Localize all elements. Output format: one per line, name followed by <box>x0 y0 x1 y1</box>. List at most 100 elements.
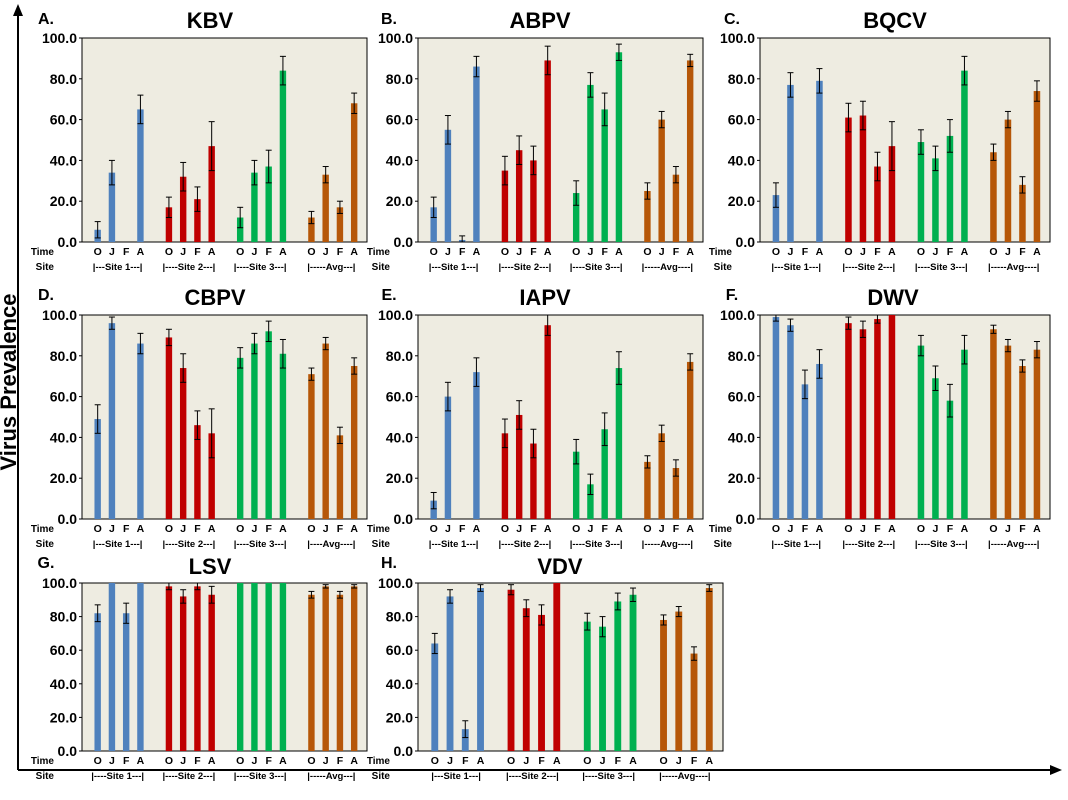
x-tick-label: F <box>459 523 466 535</box>
panel-label: B. <box>381 11 397 28</box>
y-tick-label: 40.0 <box>386 429 413 445</box>
x-tick-label: A <box>279 755 287 767</box>
bar <box>137 343 144 519</box>
row-label-site: Site <box>372 262 391 273</box>
y-tick-label: 60.0 <box>386 389 413 405</box>
bar <box>322 174 329 242</box>
bar <box>601 109 608 243</box>
x-tick-label: J <box>252 523 258 535</box>
x-tick-label: O <box>165 523 173 535</box>
x-tick-label: O <box>165 246 173 258</box>
group-label: |-----Avg---| <box>307 262 355 273</box>
group-label: |----Site 2---| <box>842 539 895 550</box>
x-tick-label: O <box>501 523 509 535</box>
bar <box>587 484 594 519</box>
x-tick-label: J <box>180 246 186 258</box>
group-label: |----Site 2---| <box>498 539 551 550</box>
x-tick-label: O <box>572 246 580 258</box>
bar <box>1004 119 1012 242</box>
plot-area <box>759 314 1051 520</box>
bar <box>705 588 713 751</box>
x-tick-label: J <box>516 523 522 535</box>
y-tick-label: 40.0 <box>386 152 413 168</box>
y-tick-label: 60.0 <box>50 642 77 658</box>
group-label: |----Site 3---| <box>234 262 287 273</box>
x-tick-label: A <box>686 246 694 258</box>
y-tick-label: 80.0 <box>728 348 755 364</box>
bar <box>444 396 452 519</box>
x-tick-label: J <box>252 755 258 767</box>
panel-title: VDV <box>537 554 583 579</box>
bar <box>990 152 997 242</box>
x-tick-label: A <box>888 523 896 535</box>
panel-label: F. <box>726 287 738 304</box>
x-tick-label: O <box>94 523 102 535</box>
bar <box>1033 349 1041 519</box>
group-label: |----Site 2---| <box>162 771 215 782</box>
x-tick-label: A <box>615 523 623 535</box>
x-tick-label: O <box>236 755 244 767</box>
bar <box>629 594 637 751</box>
panel-title: BQCV <box>863 8 927 33</box>
y-tick-label: 20.0 <box>50 193 77 209</box>
x-tick-label: A <box>350 523 358 535</box>
y-tick-label: 40.0 <box>50 429 77 445</box>
panel-label: D. <box>38 287 54 304</box>
bar <box>473 372 480 519</box>
x-tick-label: J <box>516 246 522 258</box>
x-tick-label: O <box>307 523 315 535</box>
bar <box>917 345 925 519</box>
x-tick-label: A <box>544 246 552 258</box>
bar <box>208 594 215 751</box>
x-tick-label: F <box>673 246 680 258</box>
x-tick-label: F <box>194 755 201 767</box>
x-tick-label: A <box>961 246 969 258</box>
bar <box>179 368 187 519</box>
bar <box>816 80 823 242</box>
x-tick-label: J <box>860 246 866 258</box>
group-label: |----Site 3---| <box>915 539 968 550</box>
bar <box>265 331 272 519</box>
x-tick-label: F <box>538 755 545 767</box>
x-tick-label: F <box>615 755 622 767</box>
plot-area <box>81 314 368 520</box>
row-label-time: Time <box>31 524 55 535</box>
bar <box>446 596 454 751</box>
bar <box>614 601 622 751</box>
y-tick-label: 60.0 <box>728 389 755 405</box>
bar <box>137 109 144 243</box>
bar <box>859 115 867 242</box>
x-tick-label: A <box>350 755 358 767</box>
x-tick-label: F <box>265 246 272 258</box>
figure-x-axis-arrow <box>1050 765 1062 775</box>
group-label: |-----Avg---| <box>307 771 355 782</box>
x-tick-label: A <box>279 246 287 258</box>
x-tick-label: F <box>462 755 469 767</box>
plot-area <box>81 37 368 243</box>
x-tick-label: O <box>917 246 925 258</box>
y-tick-label: 40.0 <box>50 152 77 168</box>
group-label: |----Site 3---| <box>570 539 623 550</box>
bar <box>308 594 315 751</box>
bar <box>961 349 968 519</box>
bar <box>932 158 939 242</box>
x-tick-label: F <box>874 523 881 535</box>
row-label-time: Time <box>367 756 391 767</box>
plot-area <box>81 582 368 752</box>
bar <box>350 366 358 519</box>
y-tick-label: 0.0 <box>58 511 78 527</box>
bar <box>194 586 201 751</box>
bar <box>507 589 515 751</box>
bar <box>279 583 287 751</box>
bar <box>990 329 997 519</box>
x-tick-label: O <box>507 755 515 767</box>
x-tick-label: A <box>473 246 481 258</box>
bar <box>658 433 665 519</box>
x-tick-label: A <box>888 246 896 258</box>
x-tick-label: O <box>430 246 438 258</box>
row-label-site: Site <box>372 771 391 782</box>
panel-title: DWV <box>867 285 919 310</box>
